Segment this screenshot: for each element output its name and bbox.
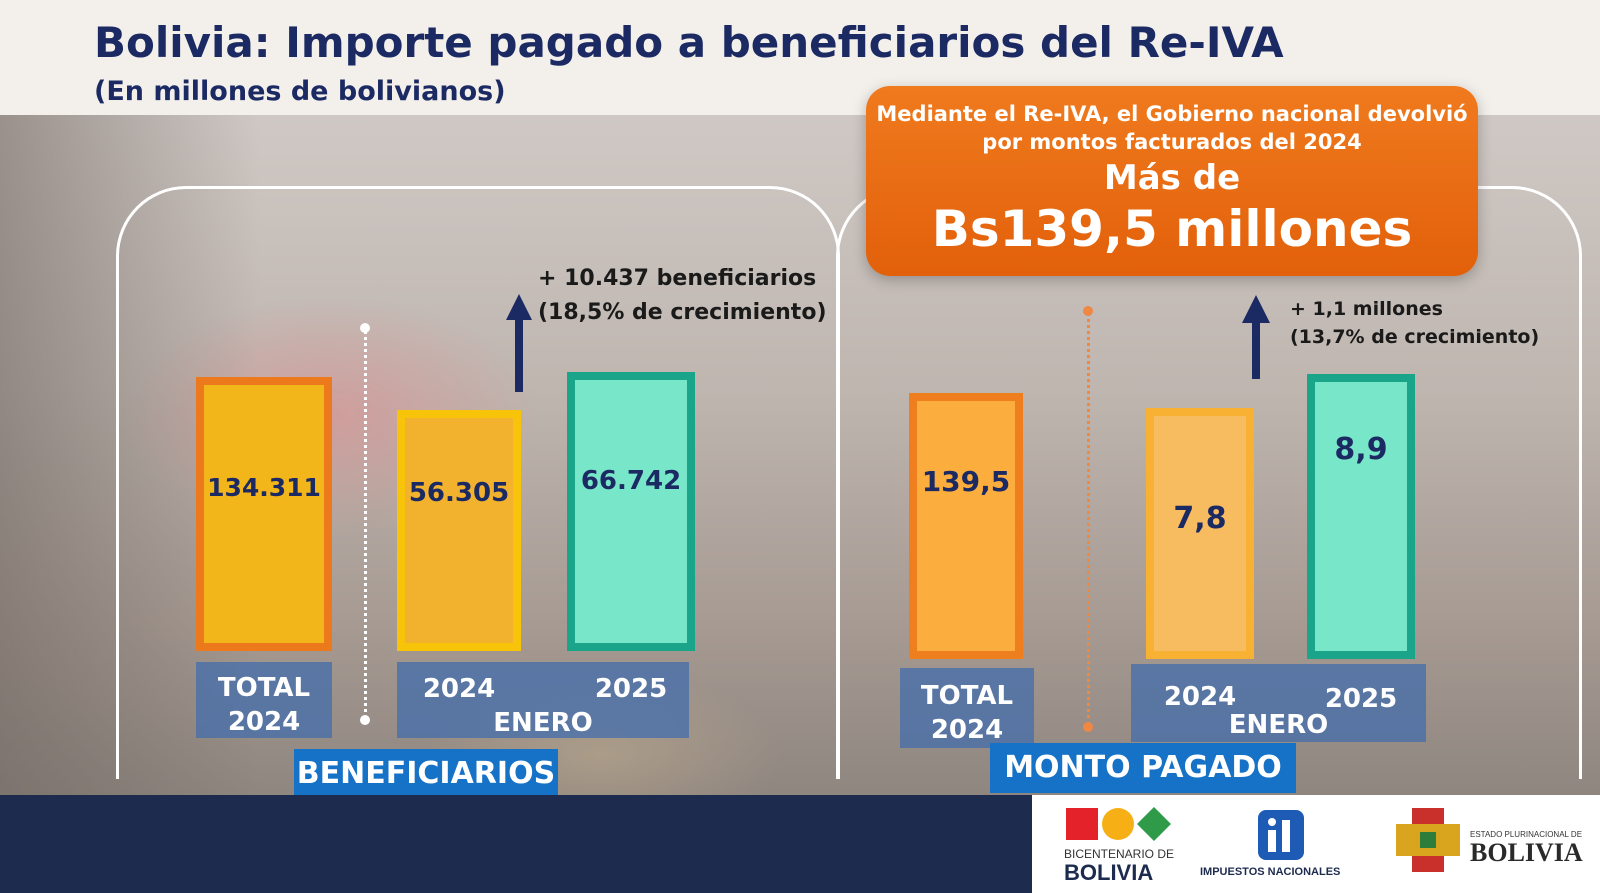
- divider-dot-bottom: [1083, 722, 1093, 732]
- divider-beneficiarios: [364, 330, 367, 720]
- arrow-up-icon: [506, 294, 532, 392]
- category-label-total: TOTAL: [217, 673, 311, 703]
- category-box-enero: [1131, 664, 1426, 742]
- bar-value-label: 56.305: [408, 478, 510, 508]
- divider-monto: [1087, 312, 1090, 726]
- category-label-enero: ENERO: [493, 708, 593, 738]
- impuestos-logo-text: IMPUESTOS NACIONALES: [1200, 866, 1341, 878]
- bar-value-label: 134.311: [207, 473, 321, 502]
- bicentenario-logo-line1: BICENTENARIO DE: [1064, 847, 1175, 861]
- annotation-beneficiarios-line2: (18,5% de crecimiento): [538, 300, 827, 325]
- divider-dot-top: [1083, 306, 1093, 316]
- bar-beneficiarios-enero-2024: 56.305: [397, 410, 521, 651]
- bar-value-label: 139,5: [921, 465, 1011, 498]
- bar-value-label: 8,9: [1334, 432, 1388, 467]
- bicentenario-logo-icon: [1066, 807, 1171, 841]
- category-box-total: [196, 662, 332, 738]
- bar-monto-total-2024: 139,5: [909, 393, 1023, 659]
- category-label-total-year: 2024: [227, 707, 301, 737]
- bar-beneficiarios-total-2024: 134.311: [196, 377, 332, 651]
- footer-step: [1040, 803, 1060, 811]
- annotation-monto-line1: + 1,1 millones: [1290, 298, 1443, 320]
- annotation-monto-line2: (13,7% de crecimiento): [1290, 326, 1540, 348]
- category-label-2025: 2025: [1324, 684, 1398, 714]
- callout-line3: Más de: [1103, 158, 1241, 198]
- estado-plurinacional-logo-icon: [1396, 808, 1460, 872]
- category-label-2024: 2024: [422, 674, 496, 704]
- arrow-up-icon: [1242, 295, 1270, 379]
- bar-value-label: 7,8: [1173, 501, 1227, 536]
- estado-logo-line2: BOLIVIA: [1470, 838, 1583, 867]
- category-label-2024: 2024: [1163, 682, 1237, 712]
- bicentenario-logo-line2: BOLIVIA: [1064, 860, 1154, 885]
- category-label-total: TOTAL: [920, 681, 1014, 711]
- bar-monto-enero-2025: 8,9: [1307, 374, 1415, 659]
- section-label-monto-pagado: MONTO PAGADO: [990, 743, 1296, 793]
- category-label-enero: ENERO: [1228, 710, 1329, 740]
- category-box-enero: [397, 662, 689, 738]
- divider-dot-top: [360, 323, 370, 333]
- category-label-total-year: 2024: [930, 715, 1004, 745]
- impuestos-logo-icon: [1258, 810, 1304, 860]
- category-label-2025: 2025: [594, 674, 668, 704]
- annotation-beneficiarios-line1: + 10.437 beneficiarios: [538, 266, 817, 291]
- callout-line2: por montos facturados del 2024: [982, 130, 1362, 154]
- callout-line1: Mediante el Re-IVA, el Gobierno nacional…: [876, 102, 1468, 126]
- page-subtitle: (En millones de bolivianos): [94, 76, 506, 107]
- bar-value-label: 66.742: [580, 466, 682, 496]
- footer-step: [1046, 795, 1086, 803]
- bar-monto-enero-2024: 7,8: [1146, 408, 1254, 659]
- callout-amount: Bs139,5 millones: [931, 200, 1413, 258]
- highlight-callout: Mediante el Re-IVA, el Gobierno nacional…: [866, 86, 1478, 276]
- category-box-total: [900, 668, 1034, 748]
- divider-dot-bottom: [360, 715, 370, 725]
- section-label-beneficiarios: BENEFICIARIOS: [294, 749, 558, 799]
- page-title: Bolivia: Importe pagado a beneficiarios …: [94, 18, 1284, 67]
- estado-logo-line1: ESTADO PLURINACIONAL DE: [1470, 830, 1583, 839]
- bar-beneficiarios-enero-2025: 66.742: [567, 372, 695, 651]
